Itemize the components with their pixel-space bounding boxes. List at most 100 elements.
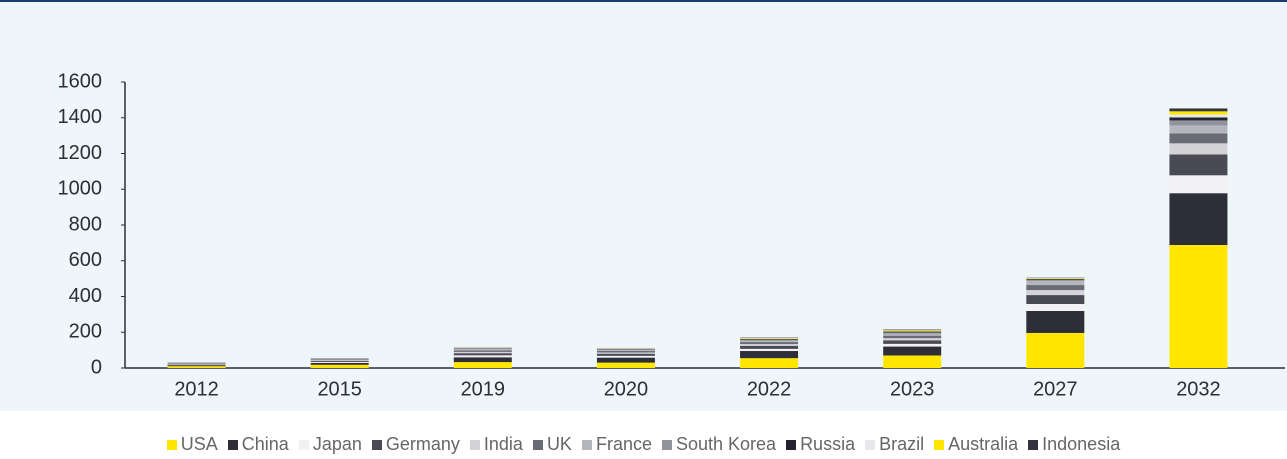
- legend-label: Brazil: [879, 434, 925, 454]
- bar-segment: [1026, 304, 1085, 311]
- bar-segment: [1169, 133, 1228, 144]
- bar-segment: [596, 362, 655, 368]
- bar-segment: [883, 333, 942, 336]
- legend-swatch: [581, 439, 592, 450]
- bar-segment: [310, 364, 369, 368]
- x-tick-label: 2020: [604, 378, 649, 400]
- legend: USA China Japan Germany India UK France South K…: [0, 434, 1287, 455]
- bar-segment: [1169, 154, 1228, 176]
- bar-segment: [883, 340, 942, 344]
- bar-segment: [310, 361, 369, 363]
- legend-swatch: [532, 439, 543, 450]
- bar-segment: [740, 339, 799, 341]
- chart: 0 200 400 600 800 1000 1200 1400 1600 2012 2015 201…: [0, 0, 1287, 411]
- bar-segment: [453, 350, 512, 352]
- bar-segment: [1169, 108, 1228, 112]
- bar-segment: [1169, 120, 1228, 126]
- bar-segment: [1169, 245, 1228, 368]
- bar-segment: [883, 343, 942, 347]
- bar-segment: [883, 330, 942, 332]
- legend-item: Russia: [786, 434, 855, 455]
- bar-segment: [1169, 111, 1228, 115]
- legend-item: Japan: [298, 434, 362, 455]
- bar-segment: [310, 360, 369, 362]
- legend-label: Germany: [385, 434, 460, 454]
- x-tick-label: 2022: [747, 378, 792, 400]
- legend-label: China: [241, 434, 289, 454]
- bar-segment: [596, 353, 655, 356]
- bar-segment: [883, 330, 942, 331]
- bar-segment: [167, 366, 226, 368]
- x-tick-label: 2012: [174, 378, 219, 400]
- bar-segment: [740, 348, 799, 352]
- x-tick-label: 2015: [317, 378, 362, 400]
- legend-swatch: [227, 439, 238, 450]
- x-tick-label: 2027: [1033, 378, 1078, 400]
- legend-label: UK: [546, 434, 572, 454]
- bar-segment: [740, 345, 799, 349]
- legend-item: China: [227, 434, 289, 455]
- bar-segment: [740, 342, 799, 345]
- bar-segment: [596, 349, 655, 350]
- bar-segment: [1026, 310, 1085, 333]
- y-tick-label: 0: [91, 356, 102, 378]
- bar-segment: [310, 359, 369, 361]
- bar-segment: [1169, 175, 1228, 194]
- y-tick-label: 1000: [58, 178, 103, 200]
- legend-item: Australia: [934, 434, 1018, 455]
- legend-swatch: [661, 439, 672, 450]
- bar-segment: [596, 355, 655, 358]
- bar-segment: [453, 355, 512, 358]
- y-tick-label: 1400: [58, 106, 103, 128]
- y-tick-label: 1200: [58, 142, 103, 164]
- bar-segment: [883, 338, 942, 341]
- legend-item: USA: [166, 434, 218, 455]
- bar-segment: [1026, 278, 1085, 280]
- bar-segment: [453, 348, 512, 350]
- legend-label: India: [483, 434, 523, 454]
- bar-segment: [596, 349, 655, 352]
- y-tick-label: 400: [69, 285, 102, 307]
- legend-swatch: [786, 439, 797, 450]
- bar-segment: [596, 357, 655, 363]
- x-tick-label: 2019: [461, 378, 506, 400]
- bar-segment: [883, 335, 942, 339]
- bar-segment: [883, 331, 942, 333]
- bar-segment: [310, 362, 369, 365]
- legend-item: Indonesia: [1028, 434, 1120, 455]
- bar-segment: [883, 329, 942, 331]
- bar-segment: [740, 340, 799, 343]
- x-tick-label: 2032: [1176, 378, 1221, 400]
- bar-segment: [1026, 280, 1085, 286]
- bar-segment: [1026, 295, 1085, 305]
- legend-label: USA: [180, 434, 218, 454]
- legend-swatch: [865, 439, 876, 450]
- bar-segment: [1026, 278, 1085, 279]
- bar-segment: [167, 364, 226, 366]
- bar-segment: [1169, 143, 1228, 155]
- legend-label: France: [595, 434, 652, 454]
- legend-swatch: [166, 439, 177, 450]
- legend-label: Indonesia: [1042, 434, 1121, 454]
- bar-segment: [453, 362, 512, 368]
- legend-swatch: [469, 439, 480, 450]
- bar-segment: [740, 337, 799, 339]
- y-tick-label: 600: [69, 249, 102, 271]
- bar-segment: [1026, 285, 1085, 291]
- top-border: [0, 0, 1287, 2]
- legend-swatch: [934, 439, 945, 450]
- bar-segment: [1169, 125, 1228, 134]
- legend-swatch: [298, 439, 309, 450]
- bar-segment: [883, 346, 942, 356]
- legend-label: Australia: [948, 434, 1019, 454]
- bar-segment: [167, 363, 226, 365]
- legend-swatch: [1028, 439, 1039, 450]
- bar-segment: [1169, 193, 1228, 246]
- bar-segment: [453, 351, 512, 354]
- legend-item: UK: [532, 434, 572, 455]
- y-tick-label: 800: [69, 213, 102, 235]
- bar-segment: [740, 338, 799, 340]
- bar-segment: [167, 365, 226, 367]
- bar-segment: [1026, 279, 1085, 281]
